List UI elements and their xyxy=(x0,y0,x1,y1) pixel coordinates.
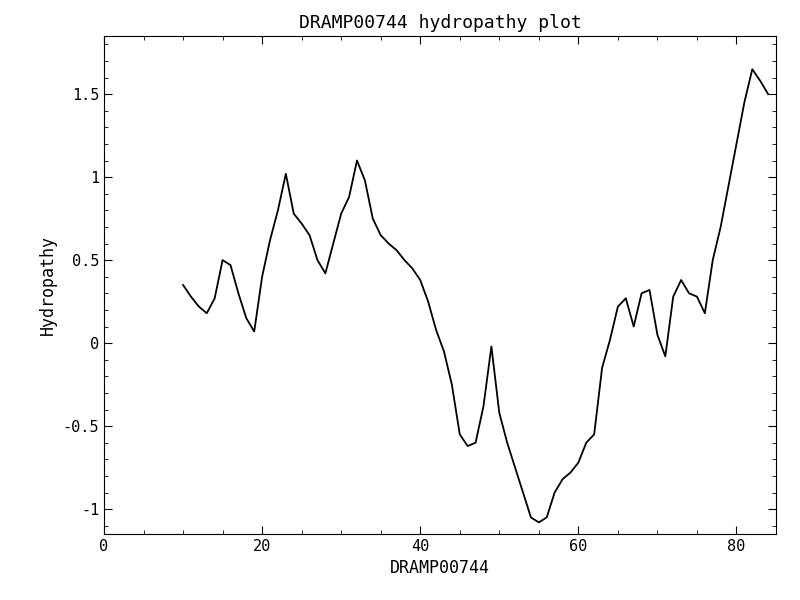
Title: DRAMP00744 hydropathy plot: DRAMP00744 hydropathy plot xyxy=(298,14,582,32)
Y-axis label: Hydropathy: Hydropathy xyxy=(39,235,57,335)
X-axis label: DRAMP00744: DRAMP00744 xyxy=(390,559,490,577)
